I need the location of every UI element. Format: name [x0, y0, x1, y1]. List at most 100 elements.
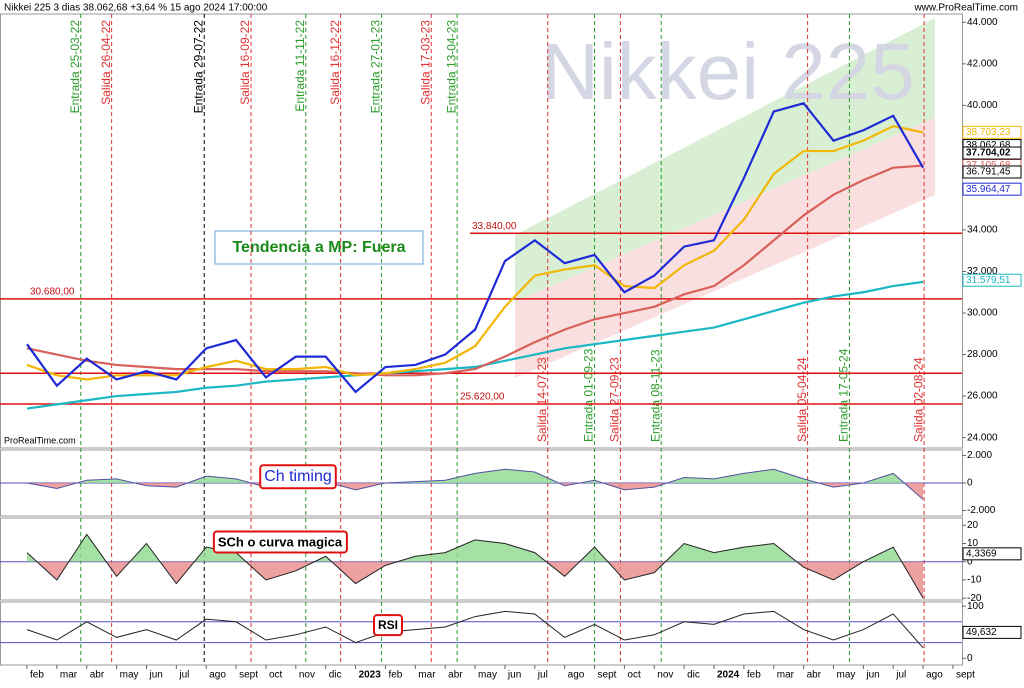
x-tick-label: 2024 [717, 670, 740, 681]
x-tick-label: mar [418, 670, 436, 681]
price-tag-label: 36.791,45 [966, 167, 1011, 178]
annotation-box [214, 230, 424, 265]
y-tick-label: 2.000 [967, 450, 992, 461]
x-tick-label: abr [448, 670, 463, 681]
y-tick-label: 24.000 [967, 432, 998, 443]
x-tick-label: jul [178, 670, 189, 681]
x-tick-label: abr [90, 670, 105, 681]
x-tick-label: oct [627, 670, 641, 681]
panel: 24.00026.00028.00030.00032.00034.00036.0… [0, 17, 1022, 443]
panel: 20 10 0 -10 -20 4,3369 SCh o curva magica [0, 520, 1022, 604]
price-tag-label: 38.062,68 [966, 140, 1011, 151]
y-tick-label: 100 [967, 601, 984, 612]
y-tick-label: 42.000 [967, 58, 998, 69]
panel: 100 0 49,632 RSI [0, 601, 1022, 664]
x-tick-label: dic [687, 670, 700, 681]
x-tick-label: 2023 [359, 670, 382, 681]
price-tag [962, 146, 1022, 160]
y-tick-label: 30.000 [967, 308, 998, 319]
x-tick-label: jul [537, 670, 548, 681]
x-tick-label: sept [239, 670, 258, 681]
price-tag-label: 49,632 [966, 627, 997, 638]
x-tick-label: feb [30, 670, 44, 681]
price-tag [962, 165, 1022, 179]
y-tick-label: 26.000 [967, 391, 998, 402]
x-tick-label: ago [926, 670, 943, 681]
y-tick-label: 0 [967, 478, 973, 489]
x-tick-label: mar [60, 670, 78, 681]
panel-title-box [259, 464, 337, 490]
series-line [26, 280, 924, 410]
x-tick-label: may [836, 670, 855, 681]
price-tag [962, 547, 1022, 561]
y-tick-label: -10 [967, 575, 982, 586]
signal-label: Salida 14-07-23 [535, 357, 549, 442]
y-tick-label: 0 [967, 653, 973, 664]
price-tag-label: 35.964,47 [966, 184, 1011, 195]
price-tag [962, 625, 1022, 639]
price-tag [962, 273, 1022, 287]
price-tag [962, 125, 1022, 139]
header-site: www.ProRealTime.com [913, 3, 1018, 14]
area-negative [36, 561, 924, 599]
series-line [26, 468, 924, 500]
series-line [26, 533, 924, 599]
area-negative [27, 483, 924, 500]
x-tick-label: nov [657, 670, 673, 681]
price-tag-label: 37.704,02 [966, 148, 1011, 159]
y-tick-label: -20 [967, 593, 982, 604]
header-title: Nikkei 225 3 dias 38.062,68 +3,64 % 15 a… [4, 3, 268, 14]
panel-title-box [372, 614, 404, 637]
signal-label: Entrada 29-07-22 [191, 20, 205, 114]
signal-label: Salida 02-08-24 [911, 357, 925, 442]
series-line [26, 164, 924, 377]
y-tick-label: 20 [967, 520, 979, 531]
area-positive [27, 469, 924, 483]
x-tick-label: jun [865, 670, 879, 681]
x-tick-label: abr [807, 670, 822, 681]
price-tag-label: 38.703,23 [966, 127, 1011, 138]
panel: 2.000 0 -2.000 Ch timing [0, 450, 996, 516]
y-tick-label: 44.000 [967, 17, 998, 28]
series-line [26, 102, 925, 394]
x-tick-label: ago [568, 670, 585, 681]
signal-label: Salida 26-04-22 [99, 20, 113, 105]
x-tick-label: jun [148, 670, 162, 681]
panel-title-box [212, 530, 348, 554]
y-tick-label: 0 [967, 556, 973, 567]
level-label: 33.840,00 [472, 221, 517, 232]
x-tick-label: oct [269, 670, 283, 681]
x-tick-label: sept [598, 670, 617, 681]
signal-label: Entrada 08-11-23 [648, 349, 662, 442]
watermark: Nikkei 225 [541, 27, 915, 116]
y-tick-label: 10 [967, 538, 979, 549]
x-tick-label: ago [209, 670, 226, 681]
signal-label: Salida 17-03-23 [418, 20, 432, 105]
level-label: 30.680,00 [30, 287, 75, 298]
x-tick-label: may [478, 670, 497, 681]
x-tick-label: mar [777, 670, 795, 681]
area-positive [27, 534, 924, 562]
panel-frame [0, 13, 963, 449]
signal-label: Salida 16-09-22 [238, 20, 252, 105]
x-tick-label: feb [388, 670, 402, 681]
x-tick-label: nov [299, 670, 315, 681]
price-tag [962, 182, 1022, 196]
panel-title: Ch timing [264, 468, 332, 485]
y-tick-label: 32.000 [967, 266, 998, 277]
signal-label: Entrada 13-04-23 [444, 20, 458, 114]
signal-label: Entrada 17-05-24 [837, 348, 851, 442]
panel-title: RSI [378, 618, 398, 632]
y-tick-label: 34.000 [967, 225, 998, 236]
x-tick-label: jun [507, 670, 521, 681]
series-line [26, 124, 924, 381]
signal-label: Entrada 11-11-22 [293, 20, 307, 112]
signal-label: Salida 16-12-22 [328, 20, 342, 105]
x-tick-label: feb [747, 670, 761, 681]
signal-label: Salida 05-04-24 [795, 357, 809, 442]
header-bg [0, 0, 1024, 14]
panel-title: SCh o curva magica [218, 534, 343, 549]
signal-label: Entrada 25-03-22 [68, 20, 82, 114]
signal-label: Salida 27-09-23 [608, 357, 622, 442]
